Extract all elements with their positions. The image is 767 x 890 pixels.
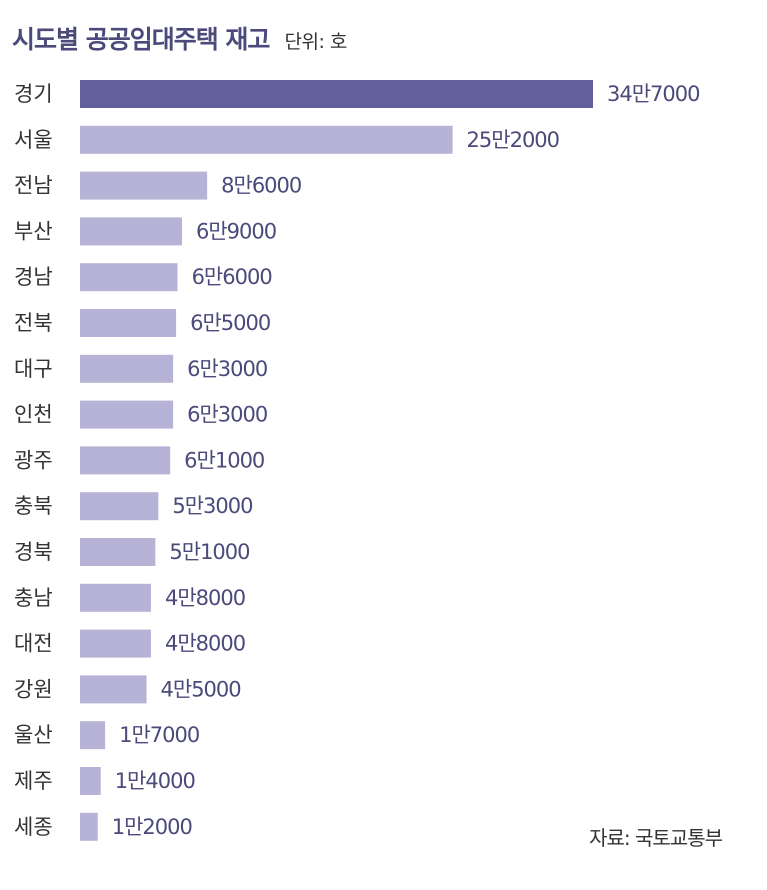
- bar: [80, 309, 177, 337]
- value-label: 5만3000: [172, 494, 252, 518]
- chart-title: 시도별 공공임대주택 재고: [12, 25, 270, 54]
- category-label: 경북: [14, 540, 53, 564]
- bar: [80, 263, 178, 292]
- category-label: 대구: [14, 357, 53, 381]
- category-label: 인천: [14, 403, 53, 427]
- category-label: 충남: [14, 586, 53, 610]
- category-label: 전북: [14, 311, 53, 335]
- value-label: 4만8000: [165, 586, 245, 610]
- bar: [80, 354, 174, 383]
- chart-header: 시도별 공공임대주택 재고 단위: 호: [12, 20, 347, 56]
- value-label: 4만8000: [165, 632, 245, 656]
- value-label: 34만7000: [607, 82, 700, 106]
- value-label: 1만7000: [119, 723, 199, 747]
- unit-label: 단위: 호: [284, 31, 348, 53]
- category-label: 전남: [14, 174, 53, 198]
- category-label: 경남: [14, 265, 53, 289]
- value-label: 1만4000: [115, 769, 195, 793]
- category-label: 울산: [14, 723, 53, 747]
- bar: [80, 492, 159, 521]
- value-label: 6만5000: [190, 311, 270, 335]
- category-label: 제주: [14, 769, 53, 793]
- value-label: 4만5000: [161, 677, 241, 701]
- bar: [80, 400, 174, 429]
- bar: [80, 171, 208, 200]
- value-label: 6만6000: [192, 265, 272, 289]
- category-label: 광주: [14, 448, 53, 472]
- value-label: 6만1000: [184, 448, 264, 472]
- value-label: 6만3000: [187, 357, 267, 381]
- category-label: 서울: [14, 128, 53, 152]
- category-label: 충북: [14, 494, 53, 518]
- bar: [80, 80, 593, 108]
- value-label: 6만9000: [196, 219, 276, 243]
- source-note: 자료: 국토교통부: [589, 826, 723, 850]
- bar: [80, 675, 147, 704]
- category-label: 강원: [14, 677, 53, 701]
- bar: [80, 125, 453, 154]
- value-label: 5만1000: [169, 540, 249, 564]
- value-label: 6만3000: [187, 403, 267, 427]
- bar: [80, 583, 151, 612]
- bar: [80, 217, 183, 246]
- bar: [80, 767, 101, 795]
- bar: [80, 721, 106, 750]
- category-label: 경기: [14, 82, 53, 106]
- bar: [80, 446, 171, 475]
- category-label: 부산: [14, 219, 53, 243]
- category-label: 대전: [14, 632, 53, 656]
- value-label: 8만6000: [221, 174, 301, 198]
- bar: [80, 538, 156, 566]
- value-label: 1만2000: [112, 815, 192, 839]
- value-label: 25만2000: [467, 128, 560, 152]
- category-label: 세종: [14, 815, 53, 839]
- bar: [80, 629, 151, 658]
- bar: [80, 812, 98, 841]
